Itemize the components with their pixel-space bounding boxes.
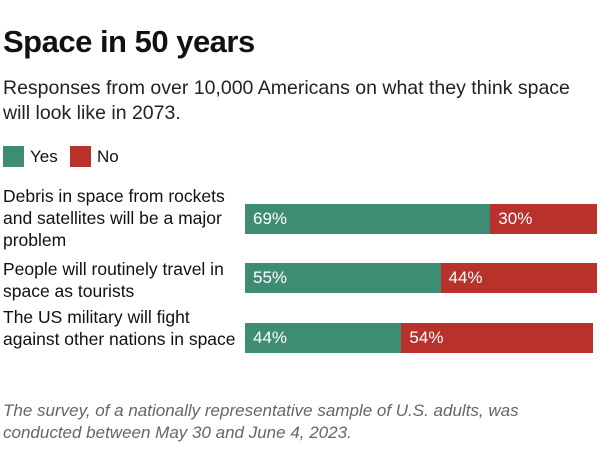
category-label: The US military will fight against other…: [3, 307, 236, 349]
footnote: The survey, of a nationally representati…: [3, 401, 519, 442]
bar-yes: 44%: [245, 323, 402, 353]
bar-yes: 55%: [245, 263, 441, 293]
bar-no: 44%: [440, 263, 597, 293]
bar-yes: 69%: [245, 204, 491, 234]
legend-swatch: [3, 146, 24, 167]
legend-swatch: [70, 146, 91, 167]
bar-no: 54%: [401, 323, 594, 353]
legend-item-no: No: [70, 146, 119, 167]
category-label: Debris in space from rockets and satelli…: [3, 186, 225, 250]
bar-no: 30%: [490, 204, 597, 234]
legend-label: No: [97, 146, 119, 166]
category-label: People will routinely travel in space as…: [3, 259, 224, 301]
legend-item-yes: Yes: [3, 146, 58, 167]
legend-label: Yes: [30, 146, 58, 166]
chart-title: Space in 50 years: [3, 24, 255, 59]
chart-subtitle: Responses from over 10,000 Americans on …: [3, 77, 570, 124]
